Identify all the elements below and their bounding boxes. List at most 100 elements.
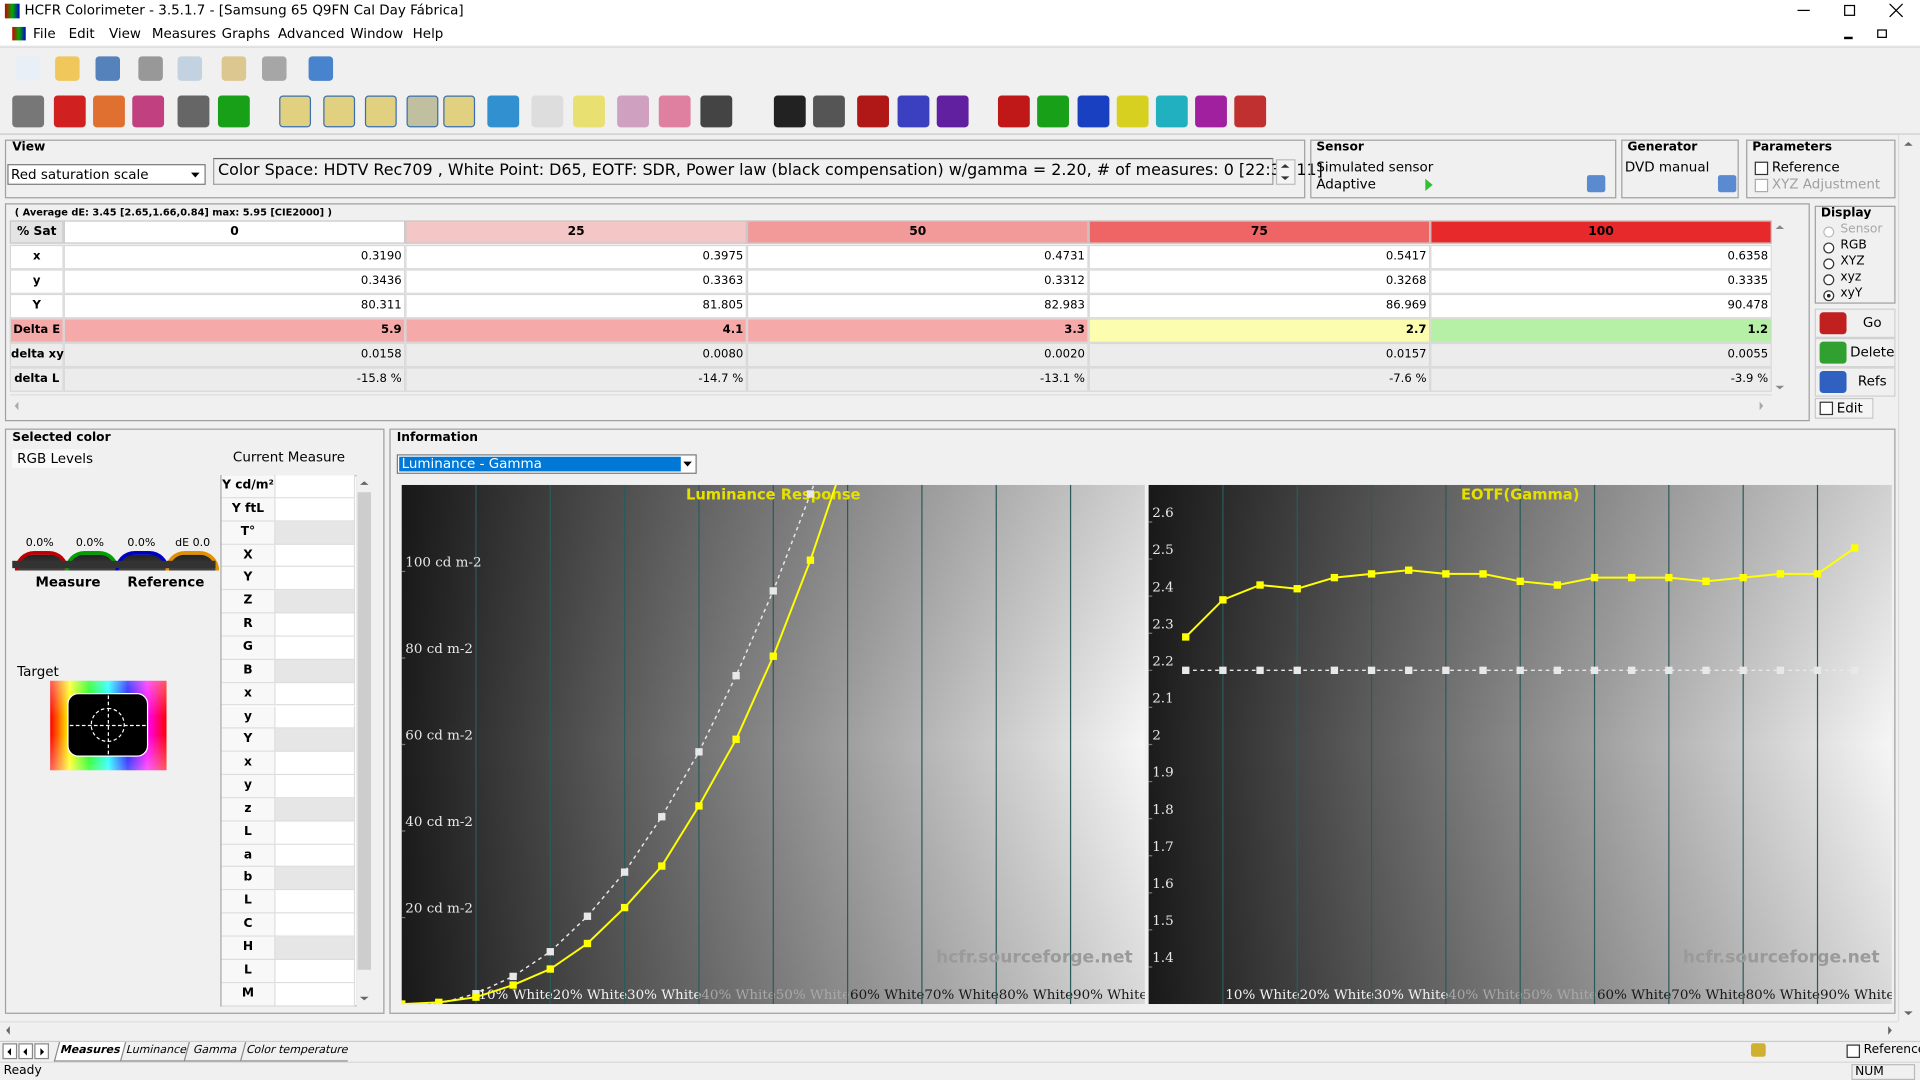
toolbar-button[interactable] [531, 95, 564, 128]
radio-button[interactable] [1823, 274, 1835, 286]
toolbar-button[interactable] [406, 95, 439, 128]
mdi-close[interactable] [1902, 28, 1912, 39]
parameters-label: Parameters [1752, 140, 1833, 155]
scale-select[interactable]: Red saturation scale [7, 164, 206, 185]
table-cell: -3.9 % [1430, 367, 1772, 392]
measure-row-value [274, 936, 356, 960]
toolbar-button[interactable] [217, 95, 250, 128]
sensor-panel [1310, 139, 1617, 199]
radio-button[interactable] [1823, 226, 1835, 238]
toolbar-button[interactable] [132, 95, 165, 128]
checkbox[interactable] [1819, 401, 1834, 416]
menu-item[interactable]: Graphs [221, 25, 270, 42]
toolbar-button[interactable] [1195, 95, 1227, 128]
measure-row-value [274, 636, 356, 660]
toolbar-button[interactable] [1234, 95, 1267, 128]
toolbar-button[interactable] [95, 56, 120, 81]
menu-item[interactable]: File [33, 25, 56, 42]
mdi-restore[interactable] [1877, 29, 1887, 38]
info-spinner[interactable] [1275, 159, 1296, 185]
button-label: Delete [1850, 344, 1895, 360]
display-option[interactable]: xyz [1840, 270, 1862, 285]
parameter-option[interactable]: Reference [1771, 159, 1840, 176]
tab[interactable]: Gamma [183, 1042, 246, 1062]
checkbox[interactable] [1754, 161, 1769, 176]
measure-label: Measure [35, 574, 101, 591]
display-button[interactable]: Go [1814, 308, 1896, 338]
toolbar-button[interactable] [573, 95, 605, 128]
toolbar-button[interactable] [177, 56, 203, 81]
toolbar-button[interactable] [138, 56, 163, 81]
close-button[interactable] [1888, 3, 1904, 18]
display-option[interactable]: XYZ [1840, 254, 1865, 269]
minimize-button[interactable] [1797, 9, 1810, 12]
toolbar-button[interactable] [1037, 95, 1069, 128]
checkbox[interactable] [1846, 1044, 1860, 1058]
graph-select[interactable]: Luminance - Gamma [396, 454, 697, 474]
toolbar-button[interactable] [700, 95, 733, 128]
display-button[interactable]: Refs [1814, 367, 1896, 397]
tab[interactable]: Luminance [119, 1042, 192, 1062]
toolbar-button[interactable] [93, 95, 125, 128]
level-value: 0.0% [25, 537, 54, 550]
information-panel [389, 428, 1896, 1014]
checkbox[interactable] [1754, 178, 1769, 193]
arrow-shape [1775, 225, 1785, 229]
toolbar-button[interactable] [364, 95, 397, 128]
toolbar-button[interactable] [773, 95, 806, 128]
generator-config-button[interactable] [1717, 175, 1737, 193]
mdi-minimize[interactable] [1844, 36, 1853, 40]
display-option[interactable]: xyY [1840, 286, 1863, 300]
menu-item[interactable]: Advanced [277, 25, 345, 42]
radio-button[interactable] [1823, 242, 1835, 254]
toolbar-button[interactable] [15, 56, 41, 81]
maximize-button[interactable] [1844, 4, 1856, 16]
menu-item[interactable]: View [108, 25, 141, 42]
measure-row-label: z [221, 798, 275, 822]
menu-item[interactable]: Measures [151, 25, 217, 42]
toolbar-button[interactable] [55, 56, 80, 81]
display-option[interactable]: Sensor [1840, 222, 1883, 237]
toolbar-button[interactable] [279, 95, 312, 128]
table-cell: 0.0055 [1430, 342, 1772, 368]
arrow-shape [1280, 176, 1290, 180]
toolbar-button[interactable] [813, 95, 845, 128]
toolbar-button[interactable] [897, 95, 930, 128]
reference-toggle[interactable]: Reference [1863, 1043, 1920, 1057]
radio-button[interactable] [1823, 258, 1835, 270]
table-cell: 0.3312 [746, 269, 1089, 294]
edit-label[interactable]: Edit [1836, 400, 1863, 417]
measure-row-label: b [221, 867, 275, 891]
tab[interactable]: Measures [53, 1042, 126, 1062]
menu-item[interactable]: Help [412, 25, 444, 42]
toolbar-button[interactable] [658, 95, 691, 128]
toolbar-button[interactable] [1116, 95, 1149, 128]
toolbar-button[interactable] [1155, 95, 1188, 128]
measure-row-value [274, 682, 356, 706]
toolbar-button[interactable] [997, 95, 1030, 128]
display-option[interactable]: RGB [1840, 238, 1867, 253]
toolbar-button[interactable] [12, 95, 45, 128]
toolbar-button[interactable] [221, 56, 247, 81]
toolbar-button[interactable] [617, 95, 649, 128]
menu-item[interactable]: Edit [68, 25, 95, 42]
toolbar-button[interactable] [177, 95, 210, 128]
sensor-config-button[interactable] [1586, 175, 1606, 193]
toolbar-button[interactable] [487, 95, 520, 128]
radio-button[interactable] [1823, 290, 1835, 302]
toolbar-button[interactable] [443, 95, 476, 128]
button-icon [1819, 341, 1847, 364]
toolbar-button[interactable] [1077, 95, 1110, 128]
toolbar-button[interactable] [308, 56, 334, 81]
toolbar-button[interactable] [53, 95, 86, 128]
parameter-option[interactable]: XYZ Adjustment [1771, 176, 1881, 193]
toolbar-button[interactable] [936, 95, 969, 128]
measure-row-value [274, 890, 356, 914]
menu-item[interactable]: Window [350, 25, 404, 42]
toolbar-button[interactable] [323, 95, 356, 128]
display-button[interactable]: Delete [1814, 337, 1896, 368]
toolbar-button[interactable] [857, 95, 889, 128]
toolbar-button[interactable] [262, 56, 287, 81]
tab[interactable]: Color temperature [239, 1042, 353, 1062]
